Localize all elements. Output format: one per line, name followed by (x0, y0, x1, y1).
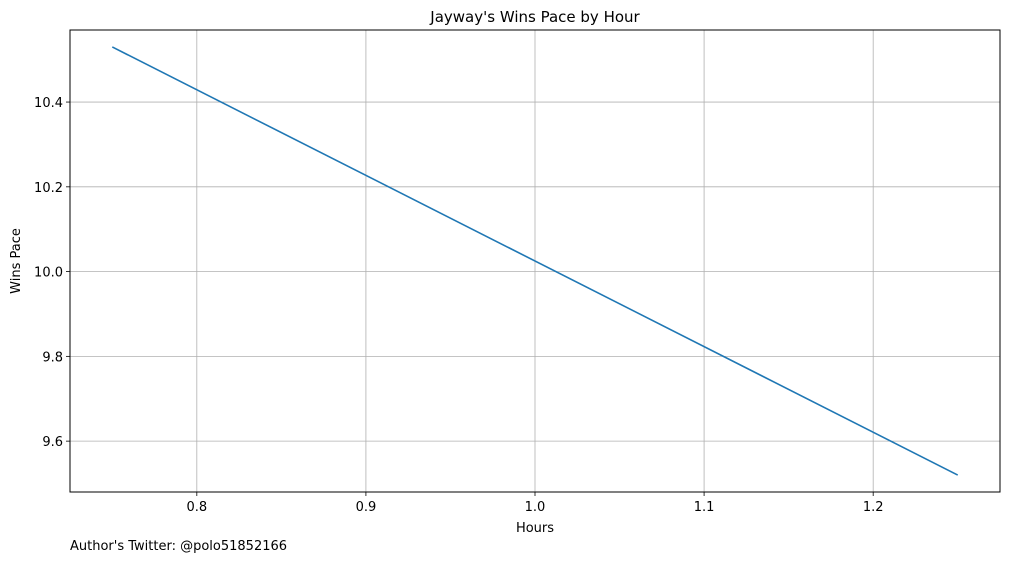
series-line (111, 46, 959, 476)
y-tick-label: 10.0 (34, 266, 63, 281)
x-axis-ticks: 0.8 0.9 1.0 1.1 1.2 (186, 492, 884, 515)
x-tick-label: 1.2 (863, 500, 884, 515)
series-group (111, 46, 959, 476)
y-axis-label: Wins Pace (9, 228, 24, 294)
y-tick-label: 9.8 (42, 350, 63, 365)
footer-credit: Author's Twitter: @polo51852166 (70, 539, 287, 554)
y-tick-label: 10.2 (34, 181, 63, 196)
y-axis-ticks: 9.6 9.8 10.0 10.2 10.4 (34, 96, 70, 450)
grid-lines (70, 30, 1000, 492)
y-tick-label: 9.6 (42, 435, 63, 450)
x-axis-label: Hours (516, 521, 554, 536)
x-tick-label: 1.1 (694, 500, 715, 515)
x-tick-label: 0.8 (186, 500, 207, 515)
y-tick-label: 10.4 (34, 96, 63, 111)
x-tick-label: 0.9 (356, 500, 377, 515)
x-tick-label: 1.0 (525, 500, 546, 515)
chart-title: Jayway's Wins Pace by Hour (429, 8, 640, 26)
